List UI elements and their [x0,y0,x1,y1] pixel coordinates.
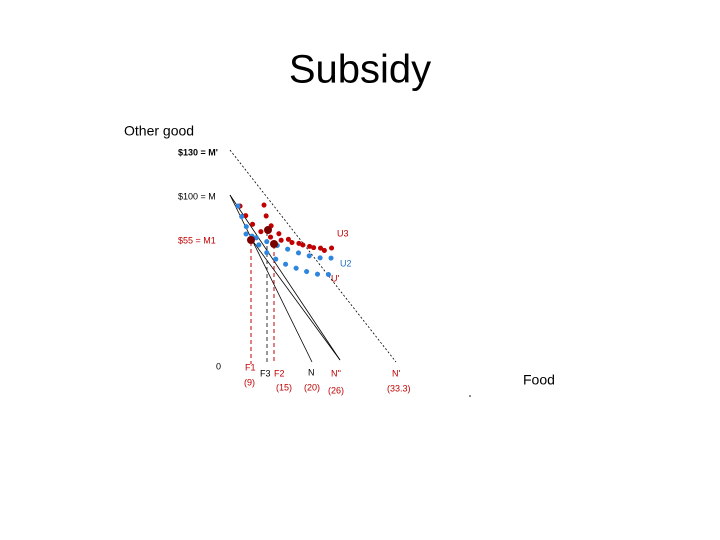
curve-label: U3 [337,228,349,238]
point-label: F3 [260,368,271,378]
x-labels: F1 (9) F3 F2 (15) N (20) N'' (26) N' (33… [244,362,411,395]
x-axis-label: Food [523,372,555,388]
point-label: F2 [274,368,285,378]
indifference-curves [235,202,335,278]
point-value: (33.3) [387,383,411,393]
curve-label: U' [331,273,339,283]
point-value: (9) [244,377,255,387]
point-value: (20) [304,382,320,392]
point-label: N' [392,368,400,378]
origin-label: 0 [216,361,221,371]
point-value: (26) [328,385,344,395]
optimum-points [247,226,278,248]
curve-label: U2 [340,258,352,268]
point-label: F1 [245,362,256,372]
dashed-verticals [250,232,275,364]
dot [469,395,471,397]
income-label: $55 = M1 [178,235,216,245]
point-label: N'' [331,368,341,378]
income-label: $100 = M [178,191,216,201]
point-label: N [308,367,315,377]
budget-lines [229,149,397,363]
slide-title: Subsidy [289,48,431,92]
point-value: (15) [276,382,292,392]
income-label: $130 = M' [178,147,218,157]
y-axis-label: Other good [124,123,194,139]
